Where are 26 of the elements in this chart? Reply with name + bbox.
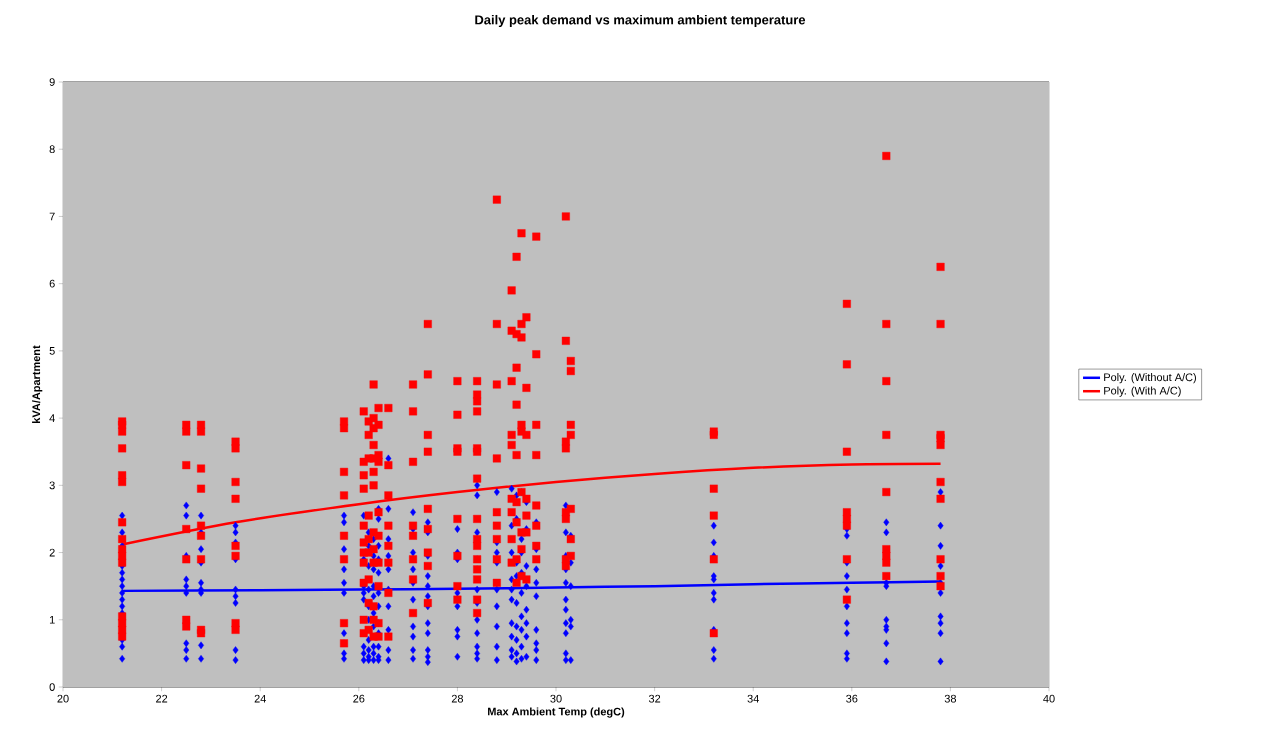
- legend-label: Poly. (With A/C): [1104, 386, 1181, 397]
- x-tick-label: 32: [648, 694, 661, 703]
- y-tick-label: 1: [49, 616, 55, 624]
- y-tick-label: 0: [49, 683, 55, 691]
- y-tick-label: 7: [49, 212, 55, 221]
- chart-title: Daily peak demand vs maximum ambient temperature: [475, 14, 806, 28]
- x-tick-label: 26: [353, 694, 365, 703]
- y-tick-label: 9: [49, 78, 55, 86]
- y-axis-title: kVA/Apartment: [32, 345, 43, 423]
- y-tick-label: 8: [49, 145, 55, 154]
- x-tick-label: 24: [254, 694, 266, 703]
- legend-label: Poly. (Without A/C): [1104, 373, 1196, 384]
- y-tick-label: 5: [49, 347, 55, 355]
- x-tick-label: 28: [451, 694, 464, 703]
- x-axis-title: Max Ambient Temp (degC): [488, 707, 625, 718]
- x-tick-label: 34: [747, 694, 759, 703]
- y-tick-label: 4: [49, 414, 55, 422]
- x-tick-label: 22: [156, 694, 168, 703]
- x-tick-label: 36: [846, 694, 858, 703]
- x-tick-label: 30: [550, 694, 562, 703]
- y-tick-label: 3: [49, 481, 55, 490]
- y-tick-label: 6: [49, 279, 55, 288]
- x-tick-label: 38: [944, 694, 957, 703]
- x-tick-label: 40: [1043, 694, 1055, 703]
- y-tick-label: 2: [49, 548, 55, 557]
- x-tick-label: 20: [57, 694, 69, 703]
